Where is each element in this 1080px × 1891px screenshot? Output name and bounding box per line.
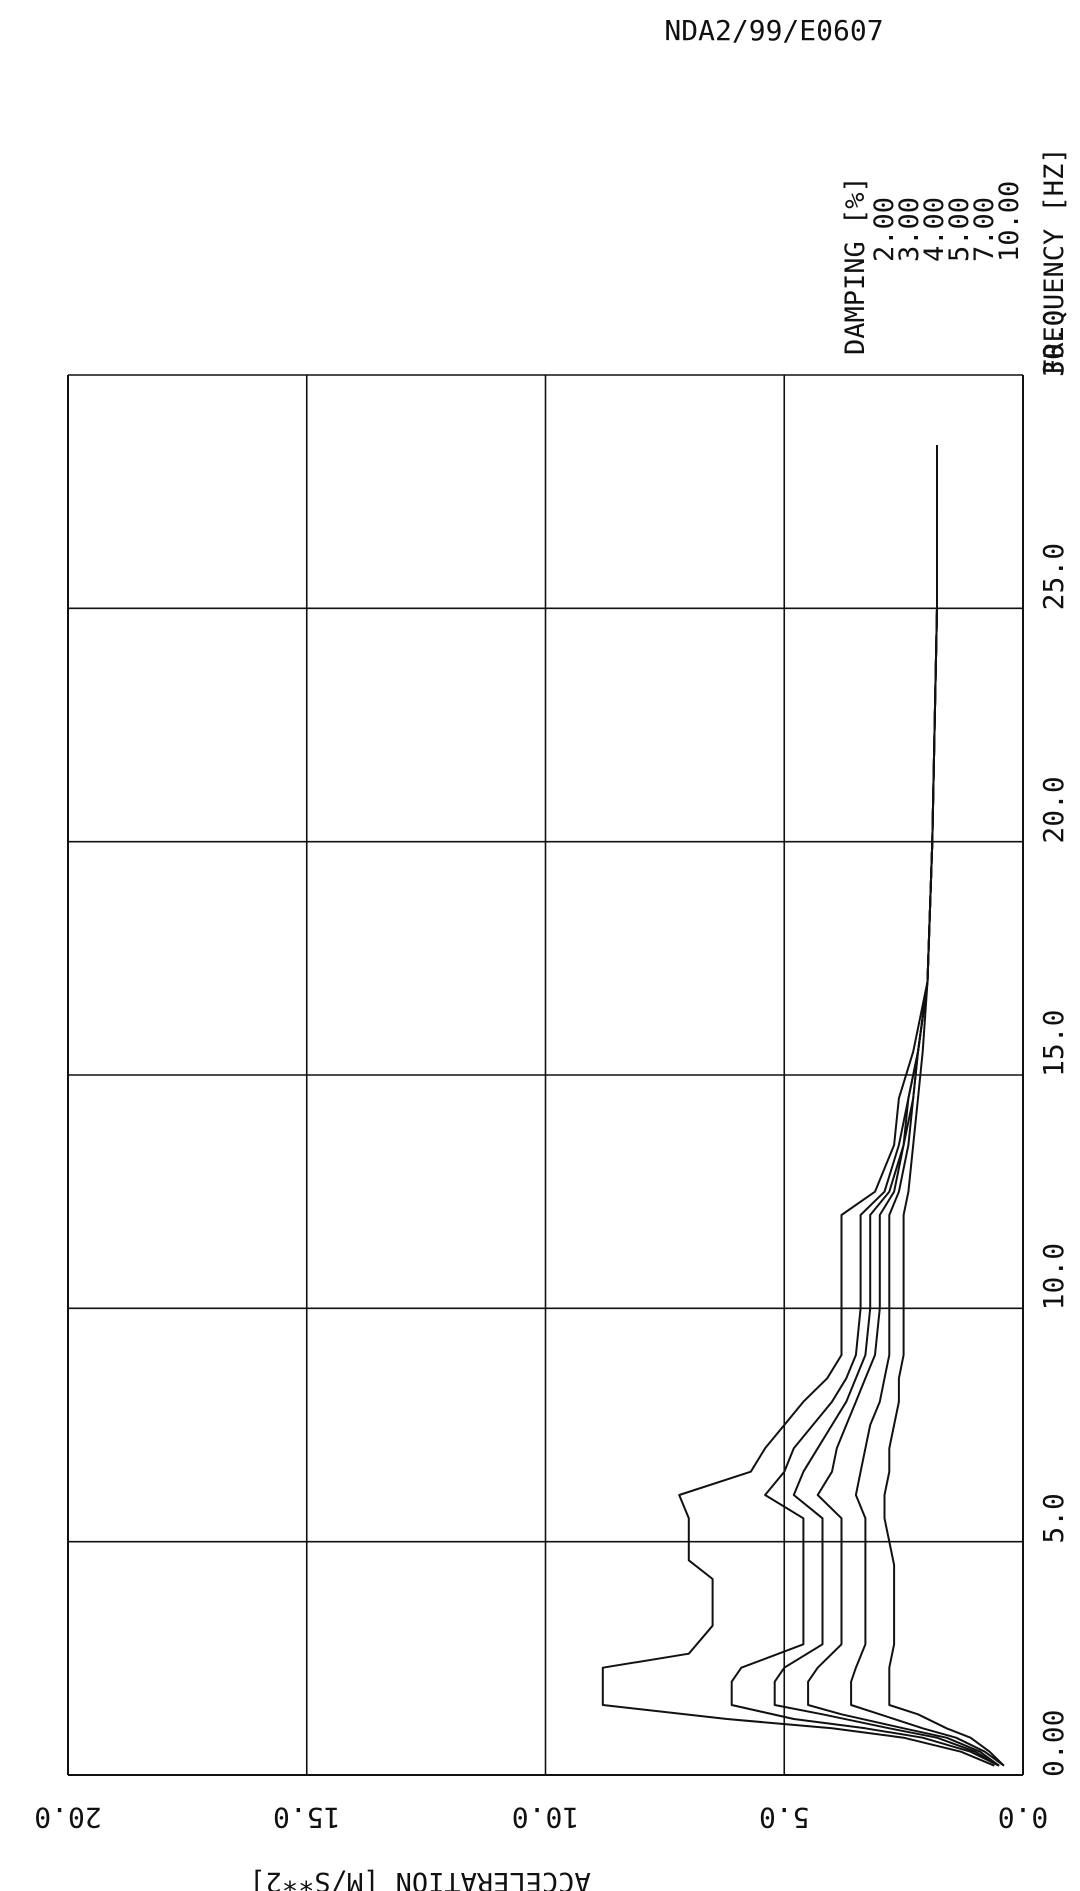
series-lines	[601, 445, 1005, 1767]
x-tick-label: 30.0	[1037, 310, 1070, 377]
tick-labels: 0.00 5.0 10.0 15.0 20.0 25.0 30.0 0.0 5.0 10.0 15.…	[34, 310, 1070, 1834]
x-tick-label: 10.0	[1037, 1243, 1070, 1310]
legend-entry: 10.00	[994, 181, 1025, 262]
legend-entry: 5.00	[944, 197, 975, 262]
y-axis-label: ACCELERATION [M/S**2]	[249, 1866, 590, 1891]
legend-entry: 4.00	[919, 197, 950, 262]
legend-entry: 7.00	[969, 197, 1000, 262]
x-tick-label: 0.00	[1037, 1710, 1070, 1777]
series-line-damping-10-00	[883, 445, 1005, 1767]
x-axis-label: FREQUENCY [HZ]	[1039, 147, 1070, 375]
legend-entry: 3.00	[894, 197, 925, 262]
x-tick-label: 25.0	[1037, 543, 1070, 610]
series-line-damping-7-00	[850, 445, 1005, 1767]
y-tick-label: 10.0	[512, 1801, 579, 1834]
x-tick-label: 5.0	[1037, 1493, 1070, 1544]
x-tick-label: 20.0	[1037, 776, 1070, 843]
plot-grid	[67, 374, 1024, 1776]
y-tick-label: 20.0	[34, 1801, 101, 1834]
y-tick-label: 0.0	[998, 1801, 1049, 1834]
series-line-damping-2-00	[601, 445, 995, 1767]
series-line-damping-5-00	[807, 445, 1000, 1767]
chart-title: NDA2/99/E0607	[664, 14, 883, 47]
y-tick-label: 15.0	[273, 1801, 340, 1834]
legend-entry: 2.00	[869, 197, 900, 262]
legend-title: DAMPING [%]	[840, 176, 871, 355]
y-tick-label: 5.0	[759, 1801, 810, 1834]
series-line-damping-4-00	[773, 445, 1000, 1767]
x-tick-label: 15.0	[1037, 1010, 1070, 1077]
